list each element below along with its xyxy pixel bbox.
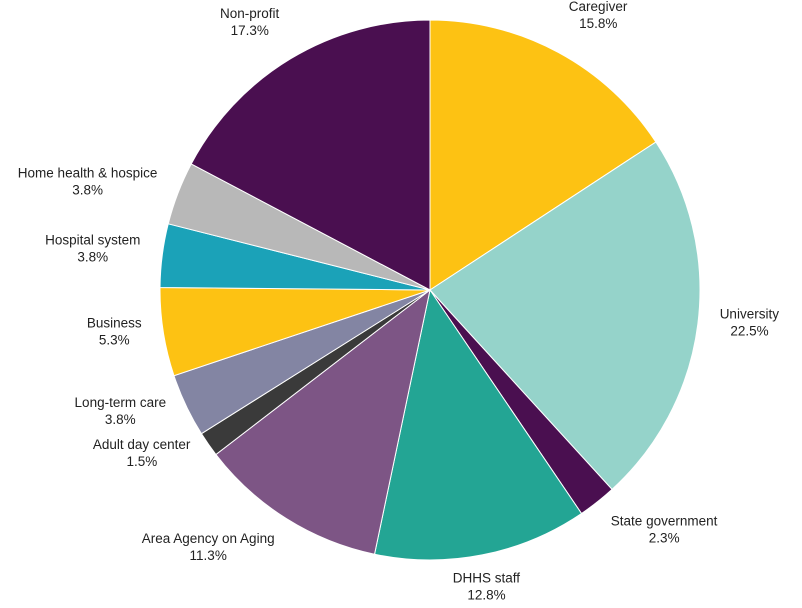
label-group-area-agency-on-aging: Area Agency on Aging 11.3%: [142, 531, 275, 563]
slice-value-non-profit: 17.3%: [231, 23, 269, 38]
label-group-adult-day-center: Adult day center 1.5%: [93, 437, 191, 469]
slice-label-hospital-system: Hospital system: [45, 233, 140, 248]
pie-labels: Caregiver 15.8% University 22.5% State gover…: [18, 0, 779, 603]
label-group-caregiver: Caregiver 15.8%: [569, 0, 628, 31]
slice-label-area-agency-on-aging: Area Agency on Aging: [142, 531, 275, 546]
slice-label-home-health-and-hospice: Home health & hospice: [18, 165, 158, 180]
slice-label-long-term-care: Long-term care: [75, 395, 167, 410]
slice-value-state-government: 2.3%: [649, 530, 680, 545]
label-group-long-term-care: Long-term care 3.8%: [75, 395, 167, 427]
slice-value-dhhs-staff: 12.8%: [467, 588, 505, 603]
slice-label-dhhs-staff: DHHS staff: [453, 571, 521, 586]
slice-value-business: 5.3%: [99, 333, 130, 348]
slice-label-non-profit: Non-profit: [220, 6, 280, 21]
label-group-dhhs-staff: DHHS staff 12.8%: [453, 571, 521, 603]
slice-value-hospital-system: 3.8%: [77, 250, 108, 265]
slice-label-university: University: [720, 307, 780, 322]
label-group-home-health-and-hospice: Home health & hospice 3.8%: [18, 165, 158, 197]
slice-value-long-term-care: 3.8%: [105, 412, 136, 427]
slice-value-university: 22.5%: [730, 324, 768, 339]
slice-non-profit: [190, 19, 431, 291]
slice-caregiver: [429, 19, 657, 291]
slice-label-adult-day-center: Adult day center: [93, 437, 191, 452]
label-group-state-government: State government 2.3%: [611, 513, 718, 545]
slice-area-agency-on-aging: [215, 288, 431, 555]
label-group-hospital-system: Hospital system 3.8%: [45, 233, 140, 265]
label-group-non-profit: Non-profit 17.3%: [220, 6, 280, 38]
slice-dhhs-staff: [373, 288, 583, 561]
slice-value-area-agency-on-aging: 11.3%: [190, 548, 227, 563]
slice-label-state-government: State government: [611, 513, 718, 528]
slice-value-home-health-and-hospice: 3.8%: [72, 182, 103, 197]
slice-value-caregiver: 15.8%: [579, 16, 617, 31]
slice-value-adult-day-center: 1.5%: [127, 454, 158, 469]
label-group-university: University 22.5%: [720, 307, 780, 339]
slice-university: [429, 141, 701, 491]
label-group-business: Business 5.3%: [87, 316, 142, 348]
pie-slices: [159, 19, 701, 561]
slice-label-business: Business: [87, 316, 142, 331]
slice-label-caregiver: Caregiver: [569, 0, 628, 14]
